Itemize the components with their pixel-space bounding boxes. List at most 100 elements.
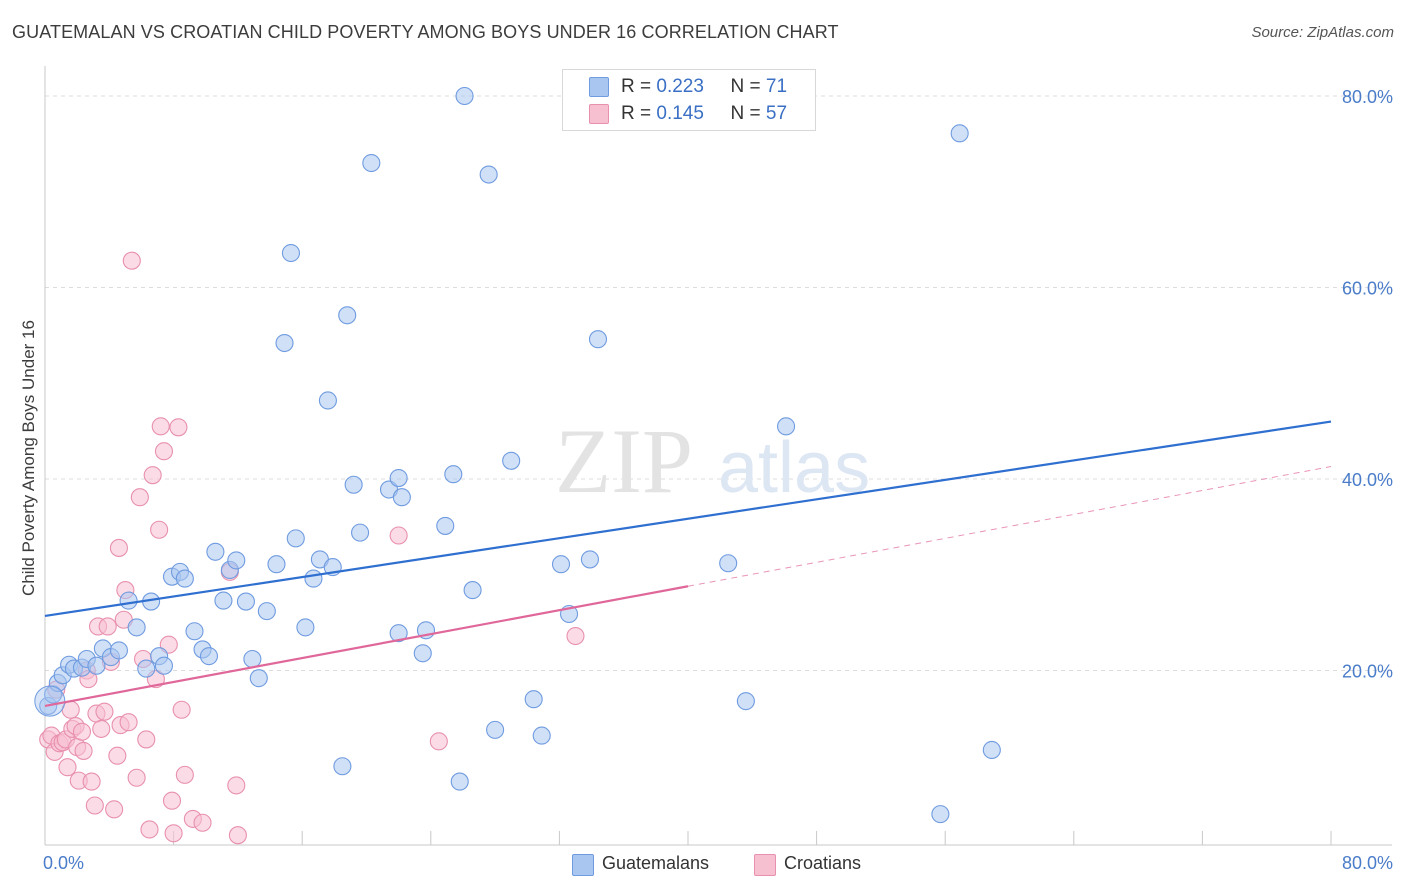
guatemalan-point	[243, 649, 262, 669]
guatemalan-point	[127, 618, 146, 637]
guatemalan-point	[777, 417, 796, 436]
guatemalan-point	[588, 330, 608, 349]
y-tick-label: 80.0%	[1342, 87, 1393, 107]
croatian-point	[137, 730, 156, 749]
guatemalan-point	[267, 555, 286, 574]
croatian-point	[127, 768, 146, 787]
guatemalan-point	[931, 805, 950, 824]
guatemalan-point	[206, 542, 225, 561]
guatemalan-point	[281, 243, 300, 263]
guatemalan-point	[950, 124, 969, 143]
croatian-point	[85, 796, 104, 815]
croatian-point	[98, 617, 117, 636]
guatemalan-point	[304, 569, 323, 588]
legend-label: Croatians	[784, 853, 862, 873]
y-tick-labels: 20.0% 40.0% 60.0% 80.0%	[1342, 87, 1393, 682]
y-tick-label: 40.0%	[1342, 470, 1393, 490]
croatian-point	[105, 800, 124, 819]
croatian-points	[39, 251, 585, 845]
croatian-swatch	[754, 854, 776, 876]
croatian-point	[143, 466, 162, 485]
guatemalan-point	[199, 647, 219, 666]
source-label: Source: ZipAtlas.com	[1251, 24, 1394, 41]
croatian-point	[109, 538, 128, 557]
legend-n-value: 71	[765, 76, 788, 97]
croatian-point	[58, 758, 77, 777]
guatemalan-point	[455, 86, 474, 106]
watermark-atlas: atlas	[718, 428, 870, 508]
x-tick-label: 0.0%	[43, 853, 84, 873]
guatemalan-point	[444, 465, 463, 484]
guatemalan-point	[736, 692, 755, 711]
guatemalan-point	[502, 451, 521, 470]
croatian-point	[172, 700, 191, 719]
croatian-point	[95, 702, 114, 721]
correlation-legend: R = 0.223 N = 71 R = 0.145 N = 57	[562, 69, 816, 131]
croatian-point	[228, 826, 247, 845]
guatemalan-point	[479, 165, 498, 184]
croatian-trend-line	[44, 585, 689, 708]
guatemalan-point	[318, 391, 337, 410]
guatemalan-point	[392, 488, 411, 507]
croatian-point	[119, 713, 138, 732]
guatemalan-point	[286, 529, 305, 548]
legend-r-label: R =	[621, 76, 652, 97]
x-tick-label: 80.0%	[1342, 853, 1393, 873]
croatian-point	[74, 741, 93, 760]
guatemalan-point	[344, 475, 363, 494]
x-tick-labels: 0.0% 80.0%	[43, 853, 1393, 873]
croatian-point	[154, 442, 174, 461]
guatemalan-swatch	[572, 854, 594, 876]
croatian-point	[193, 813, 212, 832]
guatemalan-point	[34, 685, 66, 717]
guatemalan-point	[580, 550, 599, 569]
guatemalan-point	[450, 772, 469, 791]
guatemalan-point	[719, 554, 738, 573]
guatemalan-point	[154, 656, 174, 675]
croatian-point	[429, 732, 448, 751]
guatemalan-points	[34, 86, 1001, 824]
croatian-point	[169, 418, 188, 437]
guatemalan-point	[249, 669, 268, 688]
croatian-point	[150, 520, 169, 539]
croatian-point	[151, 417, 170, 436]
legend-n-label: N =	[730, 76, 761, 97]
watermark: ZIP atlas	[555, 410, 870, 512]
guatemalan-point	[982, 740, 1001, 760]
croatian-swatch	[589, 104, 609, 124]
guatemalan-point	[389, 468, 408, 488]
croatian-point	[140, 820, 159, 839]
guatemalan-point	[137, 659, 156, 678]
guatemalan-point	[87, 656, 106, 675]
legend-n-value: 57	[765, 103, 788, 124]
guatemalan-point	[389, 624, 408, 643]
legend-n-label: N =	[730, 103, 761, 124]
guatemalan-point	[463, 581, 482, 600]
legend-r-label: R =	[621, 103, 652, 124]
watermark-zip: ZIP	[555, 410, 693, 512]
legend-r-value: 0.223	[656, 76, 704, 97]
y-tick-label: 60.0%	[1342, 279, 1393, 299]
chart-title: GUATEMALAN VS CROATIAN CHILD POVERTY AMO…	[12, 22, 839, 42]
guatemalan-point	[236, 592, 255, 611]
guatemalan-point	[296, 618, 315, 637]
guatemalan-point	[532, 726, 551, 745]
guatemalan-swatch	[589, 77, 609, 97]
croatian-point	[130, 488, 149, 507]
legend-r-value: 0.145	[656, 103, 704, 124]
guatemalan-point	[486, 720, 505, 739]
guatemalan-point	[551, 555, 571, 574]
guatemalan-point	[333, 757, 352, 776]
guatemalan-point	[109, 641, 128, 660]
croatian-point	[72, 722, 92, 741]
trend-lines	[44, 420, 1332, 708]
guatemalan-point	[338, 306, 357, 325]
guatemalan-point	[275, 333, 294, 353]
croatian-point	[164, 824, 183, 843]
croatian-point	[108, 746, 127, 765]
guatemalan-point	[413, 644, 432, 663]
guatemalan-trend-line	[44, 420, 1332, 618]
guatemalan-point	[119, 591, 138, 610]
croatian-point	[389, 526, 408, 545]
